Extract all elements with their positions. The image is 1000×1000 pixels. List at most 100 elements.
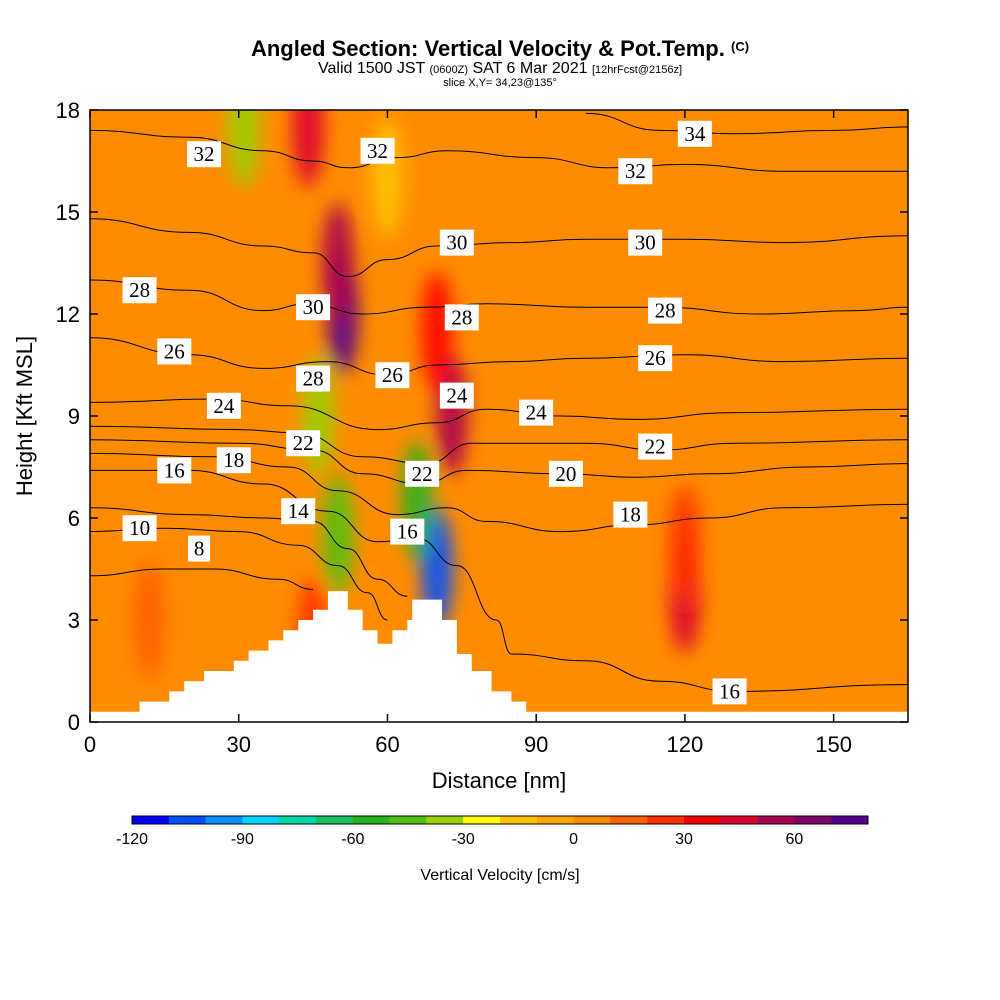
velocity-cell <box>133 560 166 680</box>
svg-text:18: 18 <box>620 503 641 527</box>
velocity-cell <box>371 118 404 238</box>
contour-label: 30 <box>439 229 474 256</box>
colorbar-tick-label: 60 <box>786 831 804 848</box>
isentrope-10 <box>90 527 388 621</box>
colorbar-swatch <box>352 816 391 824</box>
terrain-profile <box>90 591 908 722</box>
svg-text:16: 16 <box>164 458 185 482</box>
contour-label: 18 <box>216 447 251 474</box>
colorbar-swatch <box>132 816 170 824</box>
colorbar-tick-label: -120 <box>116 831 148 848</box>
contour-label: 26 <box>157 338 192 365</box>
contour-label: 26 <box>638 345 673 372</box>
slice-info: slice X,Y= 34,23@135° <box>443 77 557 89</box>
colorbar-swatch <box>720 816 759 824</box>
y-tick-label: 3 <box>68 608 80 633</box>
isentrope-16 <box>90 469 908 692</box>
contour-label: 26 <box>375 362 410 389</box>
contour-labels: 32 32 34 32 30 30 28 30 28 28 26 26 26 28 24 24 24 22 22 18… <box>122 120 747 705</box>
colorbar-swatch <box>684 816 722 824</box>
svg-text:28: 28 <box>303 367 324 391</box>
y-tick-label: 0 <box>68 710 80 735</box>
svg-text:20: 20 <box>555 462 576 486</box>
x-tick-label: 60 <box>375 732 399 757</box>
y-tick-label: 6 <box>68 506 80 531</box>
colorbar-swatch <box>205 816 243 824</box>
velocity-cell <box>227 110 260 187</box>
velocity-cell <box>421 271 454 391</box>
svg-text:28: 28 <box>451 305 472 329</box>
contour-label: 16 <box>390 518 425 545</box>
svg-text:30: 30 <box>446 231 467 255</box>
svg-text:26: 26 <box>164 339 185 363</box>
contour-label: 32 <box>187 141 222 168</box>
valid-utc: (0600Z) <box>429 64 469 76</box>
colorbar-swatch <box>573 816 611 824</box>
y-axis-ticks: 0 3 6 9 12 15 18 <box>56 98 908 735</box>
contour-label: 24 <box>206 392 241 419</box>
colorbar-label: Vertical Velocity [cm/s] <box>420 867 579 884</box>
contour-label: 28 <box>444 304 479 331</box>
chart-subtitle: Valid 1500 JST (0600Z) SAT 6 Mar 2021 [1… <box>0 60 1000 78</box>
svg-text:28: 28 <box>655 299 676 323</box>
contour-label: 14 <box>281 498 316 525</box>
contour-label: 18 <box>613 501 648 528</box>
title-text: Angled Section: Vertical Velocity & Pot.… <box>250 36 725 61</box>
contour-label: 16 <box>157 457 192 484</box>
x-tick-label: 30 <box>226 732 250 757</box>
colorbar-swatch <box>426 816 464 824</box>
colorbar-swatch <box>536 816 575 824</box>
colorbar-swatch <box>242 816 280 824</box>
contour-label: 28 <box>648 297 683 324</box>
contour-label: 20 <box>548 460 583 487</box>
contour-label: 10 <box>122 515 157 542</box>
svg-text:18: 18 <box>223 448 244 472</box>
svg-text:28: 28 <box>129 278 150 302</box>
svg-text:26: 26 <box>645 346 666 370</box>
svg-text:34: 34 <box>684 122 706 146</box>
svg-text:32: 32 <box>367 139 388 163</box>
isentrope-34 <box>585 112 908 135</box>
colorbar: -120 -90 -60 -30 0 30 60 <box>116 815 869 848</box>
contour-label: 22 <box>286 430 321 457</box>
colorbar-swatch <box>610 816 648 824</box>
colorbar-swatch <box>757 816 795 824</box>
y-axis-label: Height [Kft MSL] <box>12 336 37 496</box>
svg-text:24: 24 <box>446 384 468 408</box>
contour-label: 24 <box>519 399 554 426</box>
colorbar-swatch <box>168 816 207 824</box>
colorbar-tick-label: 30 <box>675 831 693 848</box>
contour-label: 16 <box>712 678 747 705</box>
svg-text:32: 32 <box>625 159 646 183</box>
isentrope-20 <box>90 439 908 485</box>
colorbar-swatch <box>500 816 538 824</box>
x-axis-ticks: 0 30 60 90 120 150 <box>84 110 852 757</box>
svg-text:10: 10 <box>129 516 150 540</box>
isentrope-18 <box>90 452 908 533</box>
colorbar-tick-label: -60 <box>341 831 364 848</box>
svg-text:26: 26 <box>382 363 403 387</box>
colorbar-swatch <box>463 816 501 824</box>
svg-text:22: 22 <box>645 435 666 459</box>
colorbar-swatch <box>279 816 317 824</box>
svg-text:30: 30 <box>635 231 656 255</box>
contour-label: 28 <box>122 277 157 304</box>
contour-label: 22 <box>405 460 440 487</box>
contour-label: 24 <box>439 382 474 409</box>
svg-text:24: 24 <box>526 401 548 425</box>
title-copyright-mark: (C) <box>731 39 750 54</box>
isentrope-26 <box>90 337 908 376</box>
colorbar-swatch <box>389 816 427 824</box>
isentrope-8 <box>90 568 314 590</box>
contour-label: 32 <box>618 158 653 185</box>
isentrope-22 <box>90 425 908 465</box>
colorbar-tick-label: -90 <box>231 831 254 848</box>
colorbar-tick-label: 0 <box>569 831 578 848</box>
svg-text:16: 16 <box>719 679 740 703</box>
velocity-cell <box>668 485 701 606</box>
svg-text:30: 30 <box>303 295 324 319</box>
velocity-cell <box>321 475 354 595</box>
x-tick-label: 90 <box>524 732 548 757</box>
y-tick-label: 9 <box>68 404 80 429</box>
